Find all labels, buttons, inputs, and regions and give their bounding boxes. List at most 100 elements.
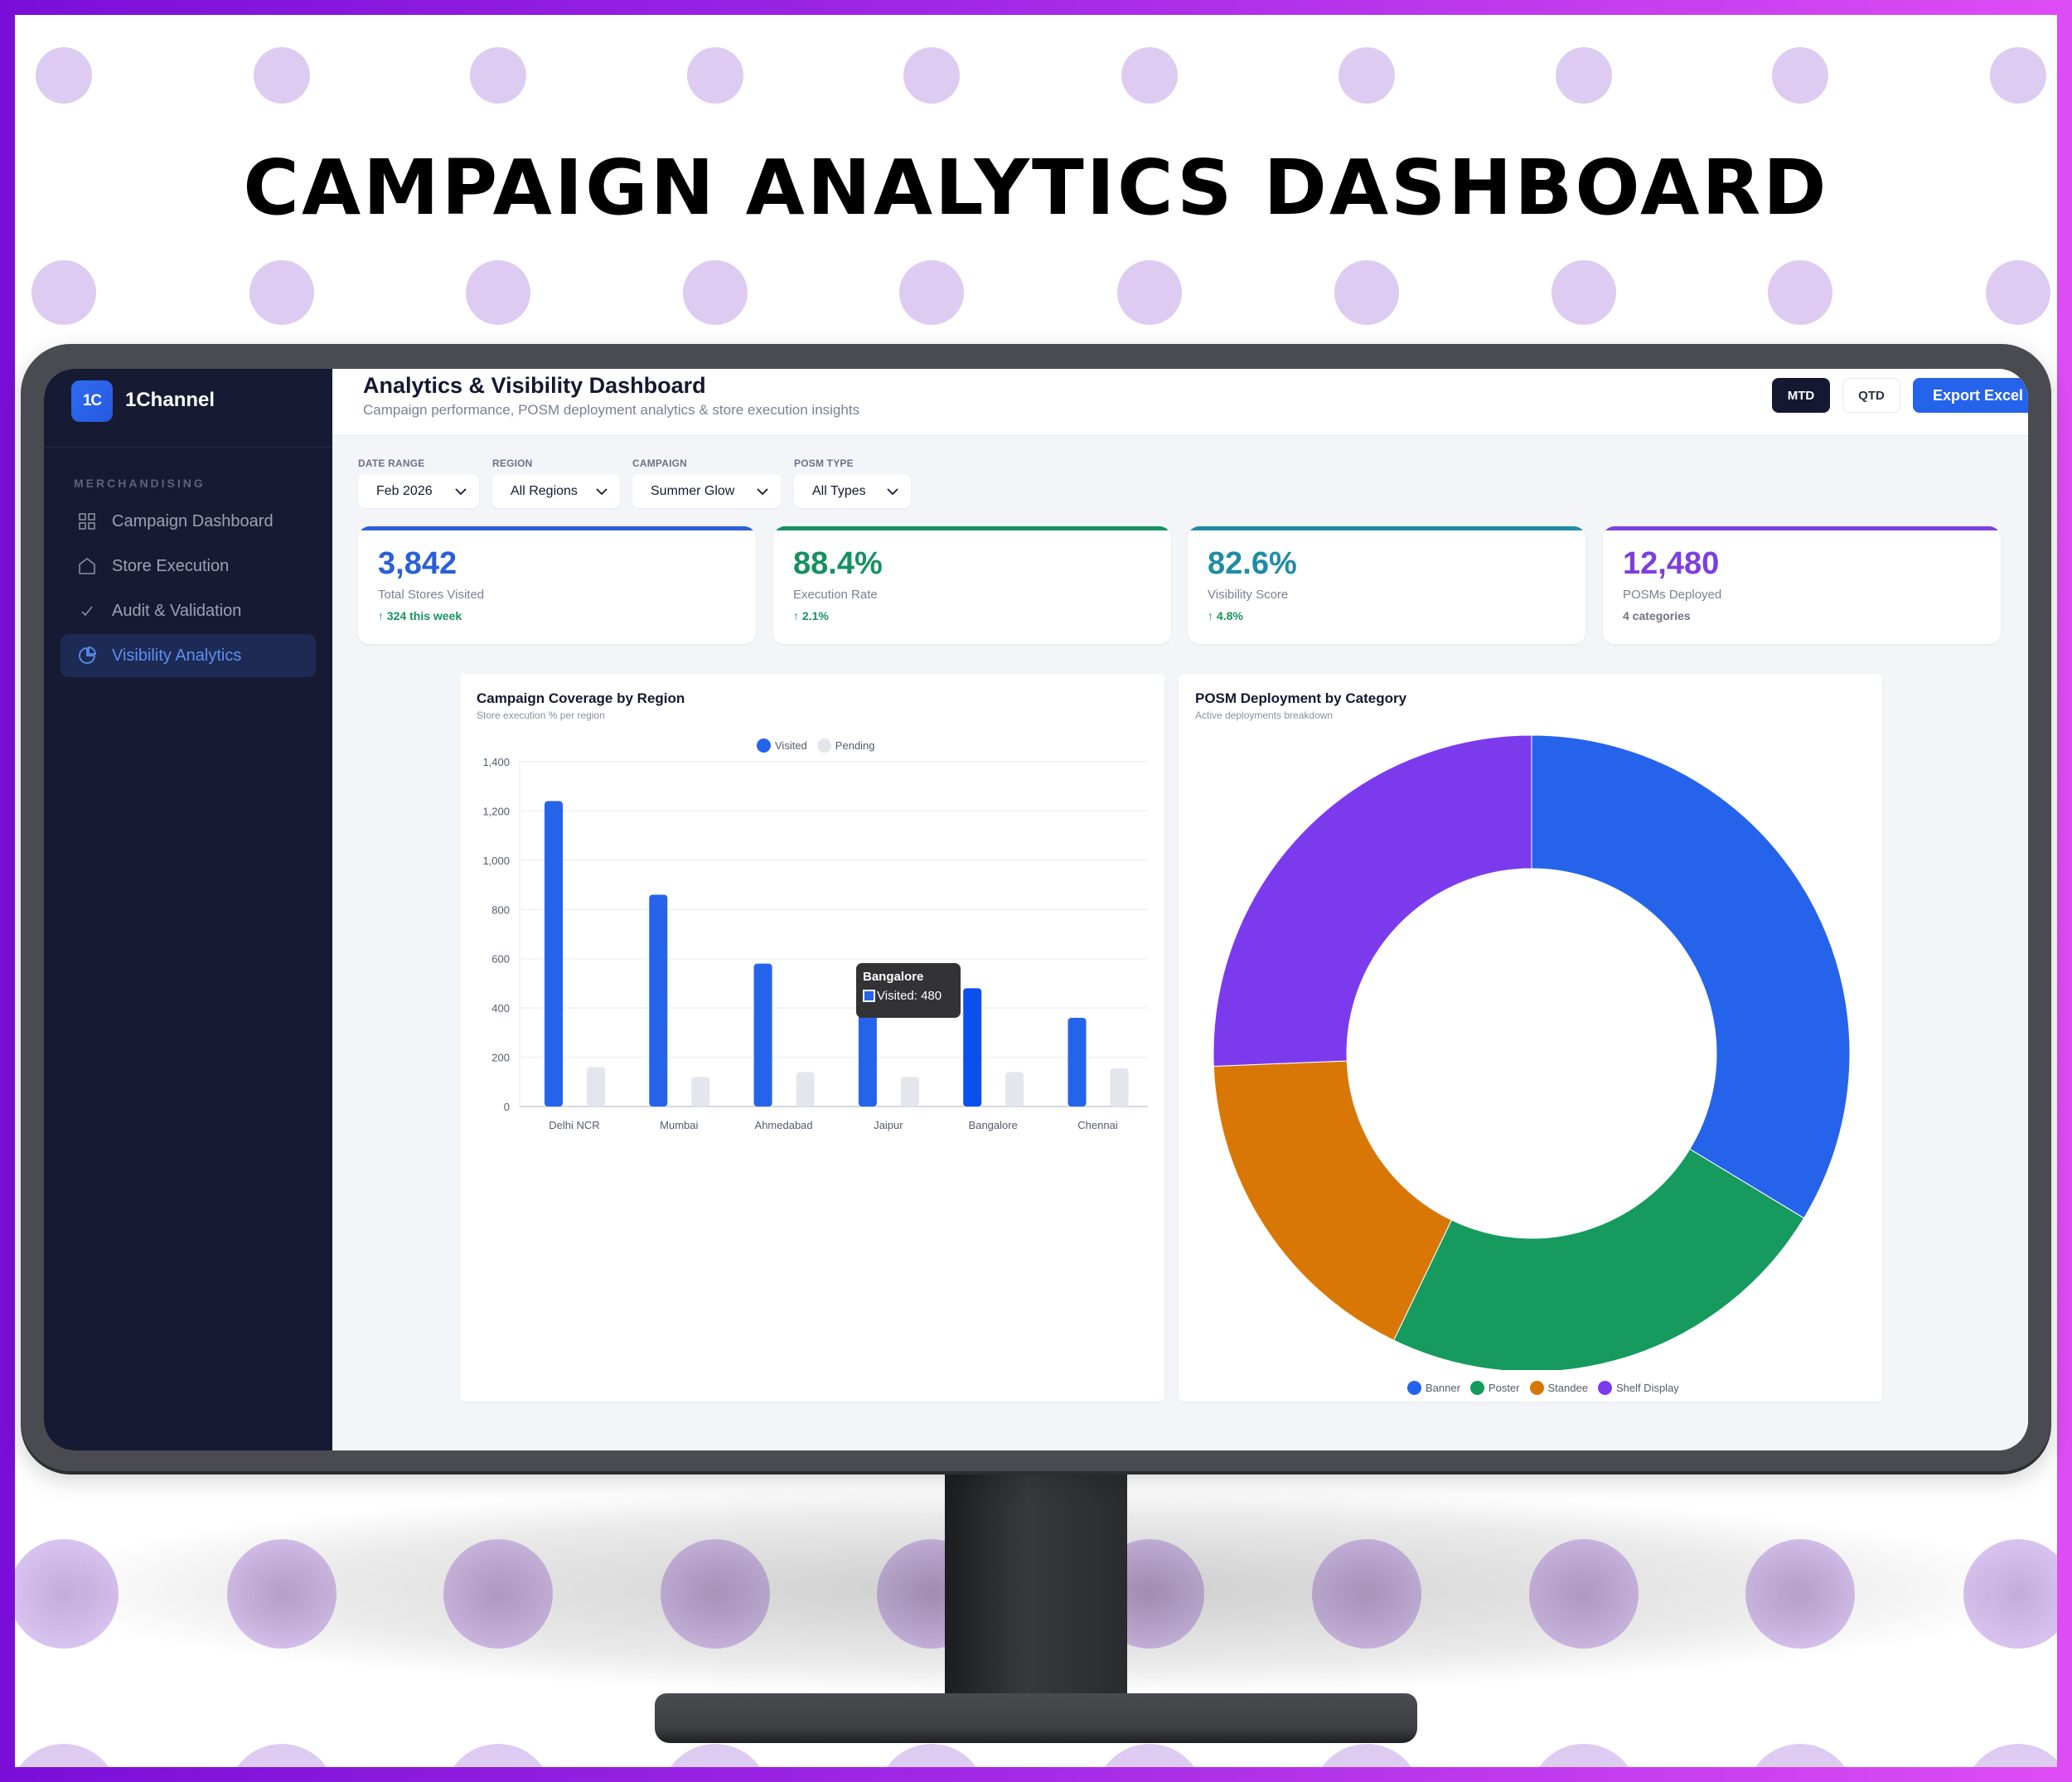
- bar-pending[interactable]: [796, 1072, 815, 1106]
- decorative-dot: [687, 47, 743, 104]
- donut-slice-standee[interactable]: [1213, 1060, 1453, 1341]
- legend-item-shelf-display[interactable]: Shelf Display: [1597, 1381, 1679, 1395]
- filter-label-posm-type: POSM TYPE: [794, 458, 854, 469]
- donut-slice-banner[interactable]: [1531, 734, 1851, 1219]
- export-excel-button[interactable]: Export Excel: [1913, 378, 2028, 413]
- decorative-dot: [1963, 1539, 2057, 1649]
- sidebar-divider: [44, 447, 332, 448]
- chart-subtitle: Active deployments breakdown: [1195, 709, 1334, 721]
- legend-item-visited[interactable]: Visited: [757, 738, 807, 753]
- kpi-value: 82.6%: [1208, 546, 1297, 581]
- decorative-dot: [1121, 47, 1178, 104]
- decorative-dot: [1772, 47, 1828, 104]
- legend-item-pending[interactable]: Pending: [816, 738, 875, 753]
- donut-slice-poster[interactable]: [1392, 1148, 1805, 1370]
- bar-visited[interactable]: [649, 894, 668, 1106]
- brand-name[interactable]: 1Channel: [125, 389, 215, 411]
- sidebar-item-label: Audit & Validation: [112, 601, 242, 620]
- x-tick-label: Chennai: [1077, 1119, 1118, 1131]
- kpi-card-execution-rate: 88.4% Execution Rate ↑ 2.1%: [773, 526, 1171, 644]
- decorative-dot: [1095, 1744, 1204, 1767]
- kpi-label: Execution Rate: [793, 588, 878, 602]
- donut-slice-shelf-display[interactable]: [1213, 734, 1532, 1067]
- region-select[interactable]: All Regions: [492, 474, 620, 508]
- chart-title: POSM Deployment by Category: [1195, 690, 1407, 706]
- chevron-down-icon: [887, 488, 898, 496]
- pie-chart-icon: [77, 646, 97, 666]
- sidebar-item-visibility-analytics[interactable]: Visibility Analytics: [61, 634, 316, 677]
- page-title: Analytics & Visibility Dashboard: [363, 373, 706, 398]
- kpi-value: 12,480: [1623, 546, 1720, 581]
- chart-tooltip: Bangalore Visited: 480: [856, 963, 961, 1018]
- sidebar-item-store-execution[interactable]: Store Execution: [61, 545, 316, 588]
- sidebar-item-audit-validation[interactable]: Audit & Validation: [61, 589, 316, 632]
- decorative-dot: [249, 260, 314, 325]
- decorative-dot: [31, 260, 96, 325]
- decorative-dot: [661, 1744, 770, 1767]
- legend-label: Visited: [775, 739, 807, 752]
- legend-swatch: [757, 738, 771, 753]
- y-tick-label: 600: [491, 953, 510, 966]
- home-icon: [77, 556, 97, 576]
- legend-item-standee[interactable]: Standee: [1529, 1381, 1588, 1395]
- decorative-dot: [1334, 260, 1399, 325]
- decorative-dot: [1552, 260, 1616, 325]
- legend-label: Pending: [835, 739, 875, 752]
- chart-subtitle: Store execution % per region: [477, 709, 605, 721]
- legend-item-banner[interactable]: Banner: [1407, 1381, 1460, 1395]
- bar-pending[interactable]: [691, 1077, 710, 1106]
- date-range-value: Feb 2026: [376, 483, 433, 498]
- bar-visited[interactable]: [858, 1003, 877, 1106]
- kpi-accent-bar: [1188, 526, 1585, 530]
- x-tick-label: Delhi NCR: [549, 1119, 599, 1131]
- filter-label-region: REGION: [492, 458, 533, 469]
- bar-visited[interactable]: [545, 801, 563, 1106]
- kpi-accent-bar: [1603, 526, 2001, 530]
- decorative-dot: [227, 1539, 336, 1649]
- legend-label: Banner: [1426, 1382, 1460, 1394]
- donut-chart-plot: [1213, 734, 1851, 1370]
- kpi-card-posms-deployed: 12,480 POSMs Deployed 4 categories: [1603, 526, 2001, 644]
- y-tick-label: 1,200: [482, 805, 510, 817]
- decorative-dot: [683, 260, 748, 325]
- mtd-button[interactable]: MTD: [1772, 378, 1830, 413]
- date-range-select[interactable]: Feb 2026: [358, 474, 479, 508]
- x-tick-label: Bangalore: [969, 1119, 1018, 1131]
- legend-swatch: [816, 738, 831, 753]
- region-value: All Regions: [511, 483, 578, 498]
- decorative-dot: [661, 1539, 770, 1649]
- tooltip-title: Bangalore: [863, 970, 924, 984]
- bar-pending[interactable]: [900, 1077, 919, 1106]
- bar-pending[interactable]: [1110, 1068, 1129, 1106]
- legend-item-poster[interactable]: Poster: [1469, 1381, 1520, 1395]
- grid-icon: [77, 511, 97, 531]
- sidebar-item-label: Visibility Analytics: [112, 646, 242, 665]
- qtd-button[interactable]: QTD: [1842, 378, 1900, 413]
- campaign-select[interactable]: Summer Glow: [632, 474, 781, 508]
- kpi-accent-bar: [773, 526, 1171, 530]
- kpi-delta: ↑ 324 this week: [378, 609, 462, 622]
- bar-visited[interactable]: [1067, 1018, 1087, 1106]
- tooltip-swatch: [863, 990, 875, 1002]
- sidebar-item-campaign-dashboard[interactable]: Campaign Dashboard: [61, 500, 316, 543]
- y-tick-label: 800: [491, 903, 510, 916]
- bar-visited[interactable]: [753, 963, 772, 1106]
- kpi-value: 3,842: [378, 546, 457, 581]
- bar-visited[interactable]: [963, 988, 982, 1106]
- filter-label-date-range: DATE RANGE: [358, 458, 425, 469]
- logo-icon[interactable]: 1C: [71, 380, 113, 422]
- bar-pending[interactable]: [1005, 1072, 1024, 1106]
- posm-type-select[interactable]: All Types: [794, 474, 911, 508]
- decorative-dot: [1986, 260, 2050, 325]
- bar-chart-plot: 0 200 400 600 800 1,000 1,200 1,400 Delhi NCR Mum…: [482, 756, 1148, 1131]
- decorative-dot: [1745, 1539, 1855, 1649]
- decorative-dot: [254, 47, 310, 104]
- kpi-card-visibility-score: 82.6% Visibility Score ↑ 4.8%: [1188, 526, 1585, 644]
- legend-swatch: [1407, 1381, 1421, 1395]
- legend-label: Poster: [1488, 1382, 1520, 1394]
- y-tick-label: 0: [504, 1101, 510, 1113]
- bar-pending[interactable]: [587, 1067, 605, 1106]
- decorative-dot: [466, 260, 530, 325]
- decorative-dot: [903, 47, 960, 104]
- y-tick-label: 400: [491, 1002, 510, 1014]
